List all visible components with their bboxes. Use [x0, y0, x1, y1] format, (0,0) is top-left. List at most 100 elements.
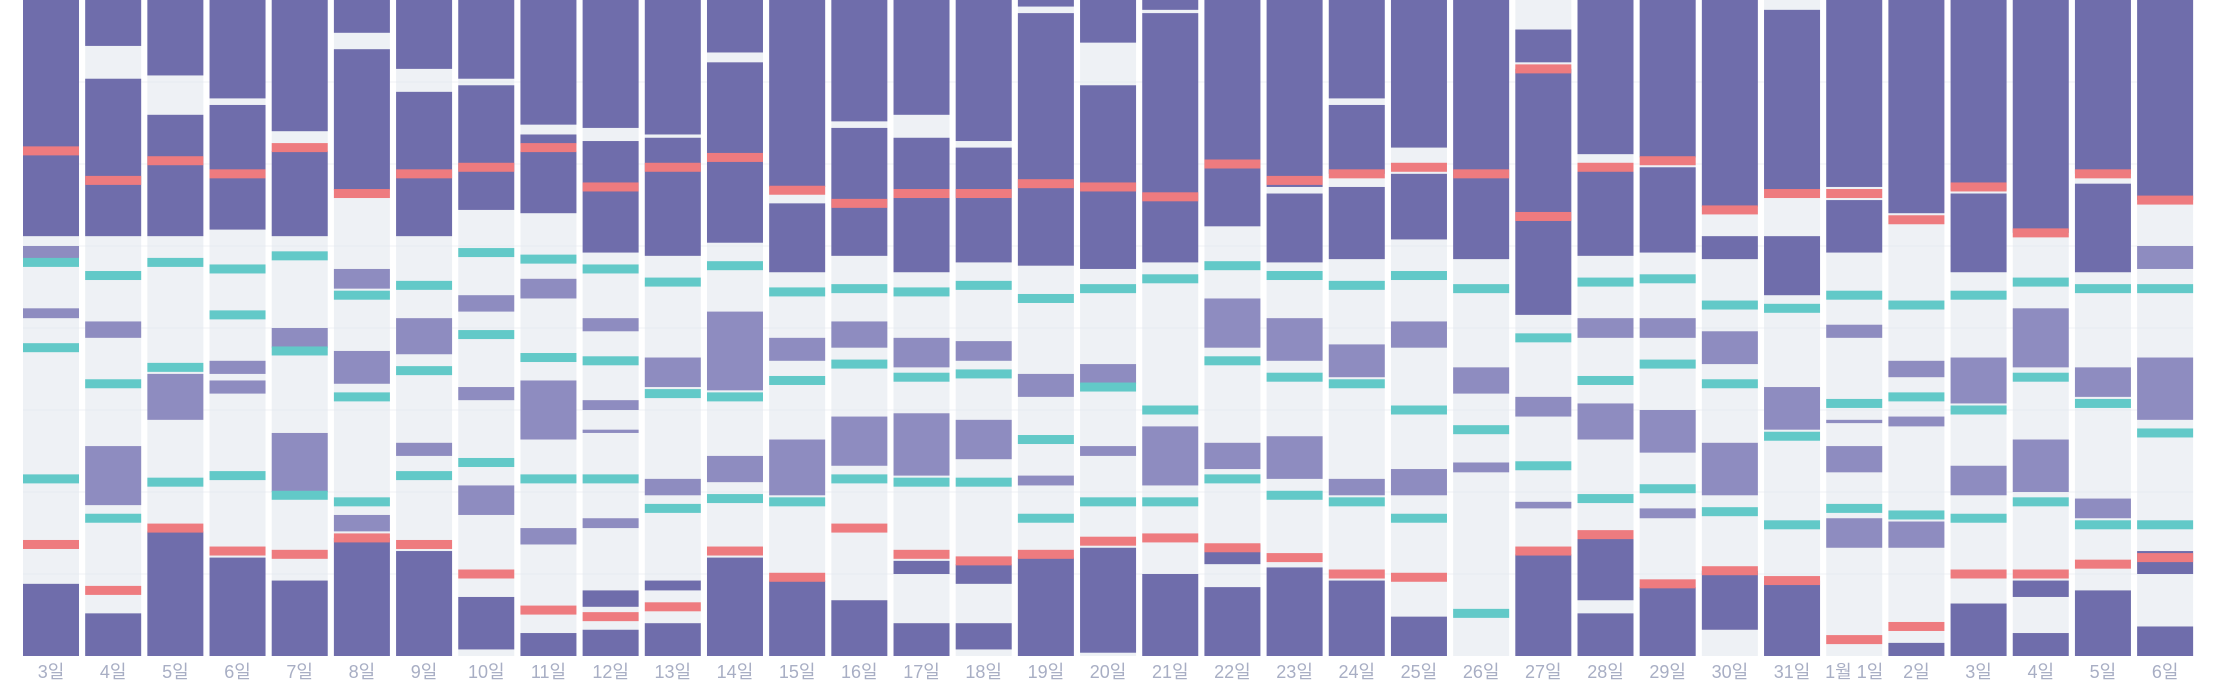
- marker-teal-4-2: [271, 346, 328, 356]
- x-tick-label-0: 3일: [38, 662, 65, 682]
- block-25-0: [1577, 0, 1634, 155]
- marker-teal-34-3: [2137, 520, 2194, 530]
- marker-red-10-0: [644, 162, 701, 172]
- marker-red-29-0: [1826, 189, 1883, 199]
- x-tick-label-20: 23일: [1276, 662, 1313, 682]
- marker-red-34-4: [2137, 553, 2194, 563]
- block-1-1: [85, 78, 142, 237]
- block-8-2: [520, 150, 577, 214]
- marker-teal-23-1: [1453, 284, 1510, 294]
- marker-teal-17-3: [1080, 497, 1137, 507]
- block-16-4: [1017, 557, 1074, 656]
- block-6-1: [396, 91, 453, 237]
- block-30-4: [1888, 642, 1945, 656]
- marker-teal-5-2: [333, 392, 390, 402]
- block-11-4: [706, 557, 763, 656]
- marker-teal-12-1: [769, 287, 826, 297]
- marker-teal-29-3: [1826, 503, 1883, 513]
- marker-red-4-4: [271, 549, 328, 559]
- marker-red-20-4: [1266, 553, 1323, 563]
- x-tick-label-10: 13일: [655, 662, 692, 682]
- block-12-3: [769, 439, 826, 496]
- x-tick-label-1: 4일: [100, 662, 127, 682]
- block-24-0: [1515, 29, 1572, 63]
- block-20-0: [1266, 0, 1323, 187]
- block-10-0: [644, 0, 701, 135]
- marker-red-32-0: [2012, 228, 2069, 238]
- block-4-0: [271, 0, 328, 132]
- block-23-2: [1453, 462, 1510, 473]
- marker-teal-1-1: [85, 271, 142, 281]
- block-15-3: [955, 419, 1012, 460]
- x-tick-label-6: 9일: [411, 662, 438, 682]
- marker-teal-2-3: [147, 477, 204, 487]
- block-9-3: [582, 400, 639, 410]
- marker-red-22-0: [1390, 162, 1447, 172]
- block-26-0: [1639, 0, 1696, 158]
- block-33-1: [2074, 183, 2131, 273]
- marker-red-23-0: [1453, 169, 1510, 179]
- marker-red-18-0: [1142, 192, 1199, 202]
- x-tick-label-15: 18일: [965, 662, 1002, 682]
- block-31-0: [1950, 0, 2007, 191]
- marks-layer: [23, 0, 2194, 656]
- block-32-2: [2012, 439, 2069, 492]
- marker-teal-30-3: [1888, 510, 1945, 520]
- x-tick-label-5: 8일: [349, 662, 376, 682]
- marker-teal-18-3: [1142, 497, 1199, 507]
- marker-teal-0-1: [23, 257, 79, 267]
- marker-teal-28-2: [1764, 431, 1821, 441]
- x-tick-label-31: 3일: [1965, 662, 1992, 682]
- marker-red-0-4: [23, 539, 79, 549]
- marker-teal-26-3: [1639, 484, 1696, 494]
- block-33-0: [2074, 0, 2131, 174]
- block-9-4: [582, 429, 639, 433]
- block-19-0: [1204, 0, 1261, 227]
- marker-teal-28-1: [1764, 303, 1821, 313]
- marker-red-5-4: [333, 533, 390, 543]
- block-19-2: [1204, 442, 1261, 470]
- block-27-4: [1701, 570, 1758, 630]
- block-9-5: [582, 518, 639, 529]
- block-20-1: [1266, 193, 1323, 263]
- block-18-1: [1142, 13, 1199, 263]
- block-23-0: [1453, 0, 1510, 260]
- marker-teal-17-2: [1080, 382, 1137, 392]
- marker-teal-18-2: [1142, 405, 1199, 415]
- block-18-2: [1142, 426, 1199, 486]
- block-7-1: [458, 85, 515, 210]
- marker-red-6-4: [396, 539, 453, 549]
- block-20-4: [1266, 567, 1323, 656]
- marker-red-2-4: [147, 523, 204, 533]
- marker-red-33-0: [2074, 169, 2131, 179]
- marker-teal-33-3: [2074, 520, 2131, 530]
- marker-teal-13-2: [831, 359, 888, 369]
- block-11-3: [706, 455, 763, 483]
- marker-teal-25-1: [1577, 277, 1634, 287]
- marker-teal-17-1: [1080, 284, 1137, 294]
- block-13-3: [831, 416, 888, 466]
- marker-red-21-4: [1328, 569, 1385, 579]
- block-5-1: [333, 49, 390, 191]
- block-29-5: [1826, 518, 1883, 548]
- block-11-2: [706, 311, 763, 391]
- marker-red-33-4: [2074, 559, 2131, 569]
- x-tick-label-22: 25일: [1401, 662, 1438, 682]
- marker-red-4-0: [271, 143, 328, 153]
- marker-teal-31-2: [1950, 405, 2007, 415]
- x-tick-label-23: 26일: [1463, 662, 1500, 682]
- block-22-0: [1390, 0, 1447, 148]
- block-31-2: [1950, 357, 2007, 404]
- block-8-6: [520, 633, 577, 656]
- marker-red-25-0: [1577, 162, 1634, 172]
- marker-teal-16-1: [1017, 293, 1074, 303]
- marker-teal-20-1: [1266, 271, 1323, 281]
- marker-teal-3-1: [209, 264, 266, 274]
- x-tick-label-4: 7일: [286, 662, 313, 682]
- marker-teal-29-1: [1826, 290, 1883, 300]
- marker-red-11-4: [706, 546, 763, 556]
- block-11-1: [706, 62, 763, 243]
- marker-red-6-0: [396, 169, 453, 179]
- block-29-1: [1826, 200, 1883, 253]
